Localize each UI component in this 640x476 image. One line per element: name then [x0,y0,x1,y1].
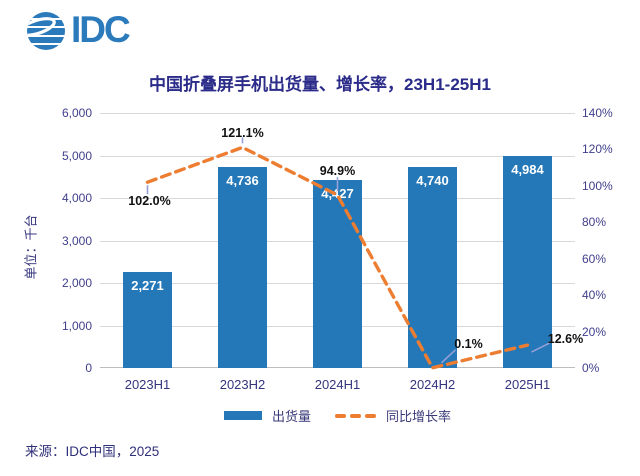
bar-value-label: 4,740 [416,172,449,188]
left-axis-tick: 2,000 [61,276,92,290]
x-axis-labels: 2023H1 2023H2 2024H1 2024H2 2025H1 [100,377,575,392]
bar-2023H1: 2,271 [123,271,172,368]
x-label-2023H1: 2023H1 [124,377,171,392]
legend-line-swatch [335,413,376,418]
growth-label-2025H1: 12.6% [547,332,584,347]
idc-logo: IDC [24,8,131,52]
legend-bar-label: 出货量 [271,409,311,424]
right-axis-tick: 40% [582,288,607,303]
gridline [100,155,575,157]
plot-area: 2,271 4,736 4,427 4,740 4,984 102.0% 121… [100,113,583,370]
growth-label-2024H1: 94.9% [319,164,356,179]
idc-logo-text: IDC [71,9,131,50]
left-axis-tick: 0 [85,361,92,375]
bar-2024H2: 4,740 [408,166,457,368]
growth-rate-line [145,145,530,370]
legend-line-label: 同比增长率 [386,409,452,424]
growth-label-2024H2: 0.1% [454,336,483,351]
bar-2023H2: 4,736 [218,166,267,368]
x-label-2024H2: 2024H2 [409,377,456,392]
legend-bar-swatch [223,411,262,420]
x-label-2024H1: 2024H1 [314,377,361,392]
left-axis-tick: 4,000 [61,191,92,205]
idc-globe-icon [27,12,65,50]
right-axis-tick: 120% [582,142,613,157]
source-note: 来源：IDC中国，2025 [25,444,160,459]
left-axis-tick: 6,000 [61,106,92,120]
y-axis-title: 单位：千台 [23,214,39,280]
right-axis-tick: 0% [582,361,600,375]
right-axis-tick: 100% [582,178,613,193]
bar-2024H1: 4,427 [313,179,362,368]
left-axis-tick: 5,000 [61,148,92,163]
growth-label-2023H1: 102.0% [128,194,171,209]
right-axis-tick: 80% [582,215,607,230]
legend: 出货量 同比增长率 [100,406,575,425]
gridline [100,113,575,114]
bar-2025H1: 4,984 [503,156,552,368]
bar-value-label: 4,984 [511,162,544,178]
right-axis-tick: 140% [582,106,613,120]
left-axis-tick: 1,000 [61,318,92,333]
right-axis-tick: 20% [582,324,607,339]
right-axis-tick: 60% [582,251,607,266]
bar-value-label: 2,271 [131,277,164,293]
chart-title: 中国折叠屏手机出货量、增长率，23H1-25H1 [149,75,491,94]
growth-label-2023H2: 121.1% [221,126,264,141]
left-axis-tick: 3,000 [61,233,92,248]
bar-value-label: 4,736 [226,172,259,188]
growth-line-layer [145,137,550,370]
x-label-2023H2: 2023H2 [219,377,266,392]
x-label-2025H1: 2025H1 [504,377,551,392]
